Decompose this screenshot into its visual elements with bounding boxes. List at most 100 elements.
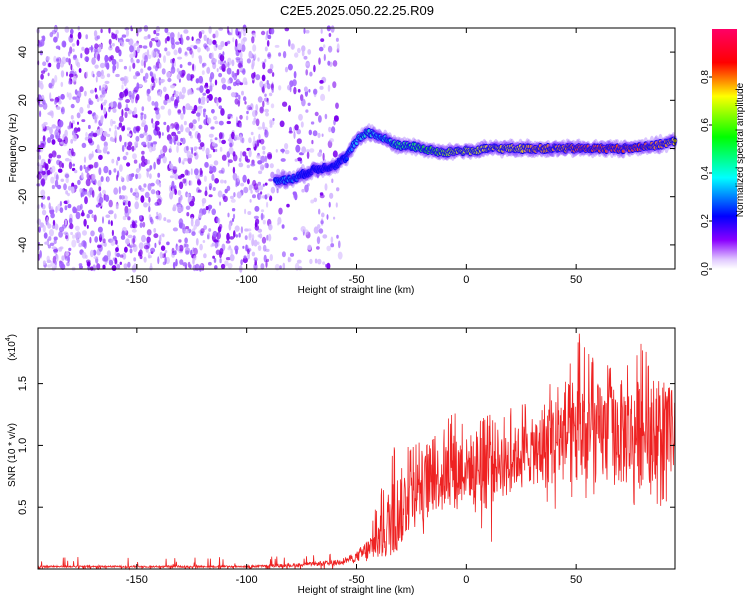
colorbar-tick-label: 0.8	[700, 70, 711, 84]
noise-speck	[71, 182, 75, 188]
spectrogram-x-axis-label: Height of straight line (km)	[298, 285, 415, 296]
noise-speck	[167, 77, 172, 83]
noise-speck	[81, 46, 85, 51]
noise-speck	[284, 143, 289, 150]
noise-speck	[48, 202, 51, 210]
noise-speck	[192, 247, 195, 252]
noise-speck	[153, 233, 159, 239]
noise-speck	[226, 185, 231, 192]
noise-speck	[158, 53, 162, 58]
noise-speck	[77, 179, 81, 185]
noise-speck	[301, 98, 306, 107]
noise-speck	[166, 51, 171, 56]
noise-speck	[309, 71, 313, 77]
noise-speck	[204, 161, 209, 168]
noise-speck	[154, 64, 159, 72]
noise-speck	[140, 59, 144, 67]
noise-speck	[257, 228, 263, 233]
noise-speck	[141, 122, 146, 127]
noise-speck	[201, 197, 207, 204]
noise-speck	[141, 150, 145, 155]
noise-speck	[155, 26, 161, 32]
noise-speck	[279, 120, 285, 128]
noise-speck	[75, 211, 81, 220]
noise-speck	[219, 258, 222, 264]
noise-speck	[102, 216, 104, 224]
noise-speck	[206, 67, 211, 74]
noise-speck	[296, 259, 302, 264]
spectrogram-y-axis-label: Frequency (Hz)	[8, 114, 19, 183]
noise-speck	[247, 211, 252, 215]
colorbar-tick-label: 0.0	[700, 262, 711, 276]
noise-speck	[156, 190, 159, 199]
noise-speck	[154, 101, 159, 109]
noise-speck	[182, 161, 185, 165]
noise-speck	[217, 44, 223, 51]
noise-speck	[72, 75, 77, 82]
snr-panel: -150 -100 -50 0 50 0.51.01.5 Height of strai…	[5, 327, 676, 596]
noise-speck	[148, 196, 151, 203]
noise-speck	[110, 137, 113, 141]
noise-speck	[86, 224, 89, 229]
noise-speck	[208, 183, 213, 190]
noise-speck	[79, 265, 83, 269]
noise-speck	[140, 195, 145, 203]
noise-speck	[184, 51, 187, 56]
noise-speck	[301, 146, 307, 154]
noise-speck	[131, 228, 137, 233]
noise-speck	[50, 212, 55, 219]
noise-speck	[237, 43, 243, 51]
noise-speck	[51, 29, 57, 35]
noise-speck	[144, 54, 149, 63]
noise-speck	[297, 157, 302, 162]
snr-y-axis-label: SNR (10 * v/v)	[7, 423, 18, 487]
noise-speck	[198, 75, 204, 84]
noise-speck	[207, 234, 209, 240]
noise-speck	[111, 229, 114, 237]
noise-speck	[135, 125, 141, 132]
noise-speck	[79, 106, 84, 114]
noise-speck	[243, 255, 247, 259]
noise-speck	[231, 218, 235, 222]
noise-speck	[303, 86, 308, 92]
noise-speck	[84, 166, 89, 174]
noise-speck	[152, 141, 158, 145]
noise-speck	[90, 230, 95, 237]
noise-speck	[262, 183, 265, 187]
noise-speck	[49, 98, 54, 102]
noise-speck	[182, 178, 187, 184]
noise-speck	[113, 213, 117, 220]
noise-speck	[104, 194, 110, 202]
colorbar: 0.0 0.2 0.4 0.6 0.8 Normalized spectral ampl…	[700, 29, 746, 276]
noise-speck	[149, 173, 152, 179]
noise-speck	[104, 60, 108, 68]
noise-speck	[235, 116, 238, 124]
noise-speck	[208, 205, 211, 212]
noise-speck	[318, 115, 322, 123]
noise-speck	[233, 81, 237, 87]
noise-speck	[68, 217, 73, 225]
noise-speck	[199, 167, 203, 176]
noise-speck	[166, 241, 170, 246]
noise-speck	[197, 132, 201, 141]
noise-speck	[138, 163, 141, 169]
noise-speck	[125, 38, 130, 42]
noise-speck	[172, 227, 178, 232]
noise-speck	[203, 110, 206, 118]
noise-speck	[80, 53, 83, 59]
noise-speck	[232, 37, 235, 43]
noise-speck	[212, 83, 215, 88]
noise-speck	[195, 174, 200, 180]
noise-speck	[260, 30, 266, 36]
noise-speck	[126, 29, 129, 37]
noise-speck	[55, 224, 59, 231]
noise-speck	[42, 224, 46, 233]
noise-speck	[309, 148, 315, 153]
noise-speck	[184, 264, 187, 270]
noise-speck	[190, 168, 193, 176]
noise-speck	[39, 83, 44, 90]
noise-speck	[212, 33, 216, 39]
noise-speck	[157, 92, 162, 97]
noise-speck	[103, 165, 109, 174]
y-tick-label: 40	[17, 46, 29, 58]
